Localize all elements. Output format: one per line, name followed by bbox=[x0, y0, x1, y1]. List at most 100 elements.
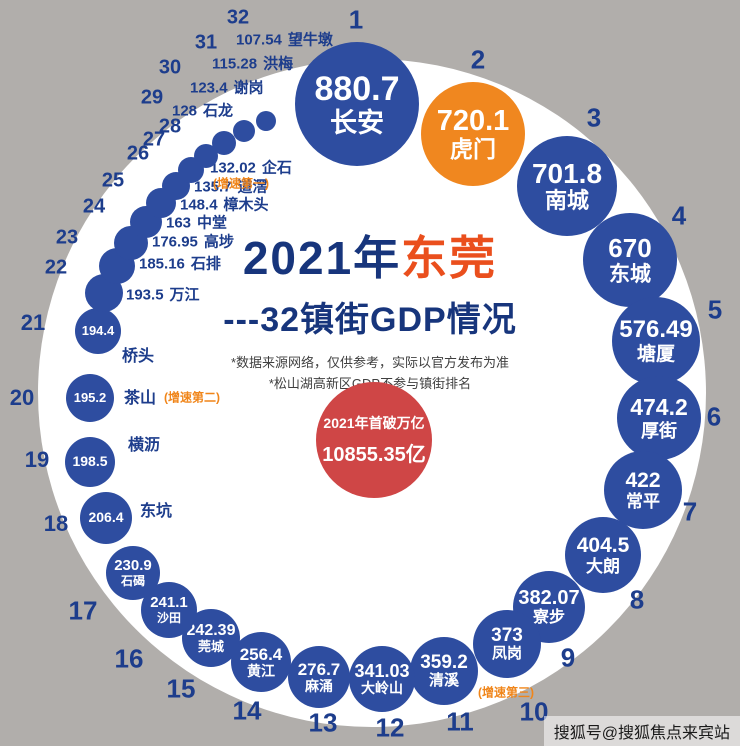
bubble-name: 南城 bbox=[544, 188, 589, 214]
bubble-value: 230.9 bbox=[114, 556, 152, 574]
bubble-value: 163 bbox=[166, 214, 192, 232]
town-bubble-10: 373 凤岗 bbox=[473, 610, 541, 678]
bubble-value: 720.1 bbox=[436, 104, 510, 137]
bubble-name: 大岭山 bbox=[361, 680, 403, 697]
town-bubble-8: 404.5 大朗 bbox=[565, 517, 641, 593]
town-bubble-3: 701.8 南城 bbox=[517, 136, 617, 236]
rank-number-4: 4 bbox=[671, 200, 687, 231]
title-year: 2021年 bbox=[242, 232, 402, 284]
total-gdp-badge: 2021年首破万亿 10855.35亿 bbox=[316, 382, 432, 498]
rank-number-28: 28 bbox=[158, 115, 182, 138]
bubble-name: 黄江 bbox=[247, 662, 275, 679]
bubble-label: 163 中堂 bbox=[166, 212, 227, 233]
town-bubble-13: 276.7 麻涌 bbox=[288, 646, 350, 708]
bubble-name: 中堂 bbox=[197, 214, 228, 232]
rank-number-11: 11 bbox=[446, 706, 474, 737]
bubble-label: 193.5 万江 bbox=[126, 284, 200, 305]
rank-number-17: 17 bbox=[68, 595, 98, 626]
rank-number-10: 10 bbox=[519, 696, 549, 727]
bubble-name: 寮步 bbox=[532, 609, 565, 627]
bubble-value: 123.4 bbox=[190, 79, 228, 97]
bubble-name: 道滘 bbox=[237, 178, 268, 196]
rank-number-20: 20 bbox=[9, 385, 35, 410]
rank-number-2: 2 bbox=[470, 44, 486, 75]
bubble-name-label: 茶山 bbox=[124, 390, 157, 407]
bubble-name: 清溪 bbox=[428, 672, 459, 690]
bubble-name: 石龙 bbox=[203, 102, 234, 120]
town-bubble-11: 359.2 清溪 bbox=[410, 637, 478, 705]
bubble-name: 石碣 bbox=[120, 573, 145, 588]
rank-number-31: 31 bbox=[194, 31, 218, 54]
bubble-value: 194.4 bbox=[81, 322, 115, 338]
bubble-value: 132.02 bbox=[210, 159, 256, 177]
bubble-value: 195.2 bbox=[73, 389, 107, 405]
bubble-value: 198.5 bbox=[72, 453, 108, 470]
chart-title: 2021年东莞 bbox=[140, 222, 600, 288]
bubble-value: 193.5 bbox=[126, 286, 164, 304]
chart-subtitle: ---32镇街GDP情况 bbox=[223, 301, 517, 339]
growth-note-10: (增速第三) bbox=[478, 685, 534, 700]
bubble-name-label: 东坑 bbox=[140, 503, 173, 520]
town-bubble-16: 241.1 沙田 bbox=[141, 582, 197, 638]
bubble-name: 东城 bbox=[609, 262, 651, 286]
bubble-name: 厚街 bbox=[641, 420, 677, 441]
bubble-label: 115.28 洪梅 bbox=[212, 53, 293, 74]
rank-number-19: 19 bbox=[24, 447, 50, 472]
rank-number-29: 29 bbox=[140, 86, 164, 109]
bubble-name: 万江 bbox=[169, 286, 200, 304]
bubble-name: 麻涌 bbox=[305, 677, 333, 694]
bubble-label: 176.95 高埗 bbox=[152, 231, 234, 252]
town-bubble-32 bbox=[256, 111, 276, 131]
town-bubble-20: 195.2 bbox=[66, 374, 114, 422]
bubble-label: 135.7 道滘 bbox=[194, 176, 268, 197]
bubble-name: 洪梅 bbox=[263, 55, 294, 73]
rank-number-7: 7 bbox=[682, 496, 698, 527]
bubble-value: 276.7 bbox=[297, 659, 341, 679]
bubble-name: 莞城 bbox=[197, 638, 224, 654]
bubble-value: 474.2 bbox=[630, 394, 688, 421]
bubble-label: 128 石龙 bbox=[172, 100, 233, 121]
bubble-label: 148.4 樟木头 bbox=[180, 194, 269, 215]
bubble-name-label: 桥头 bbox=[122, 348, 155, 365]
bubble-value: 256.4 bbox=[239, 644, 283, 664]
town-bubble-21: 194.4 bbox=[75, 308, 121, 354]
bubble-name: 樟木头 bbox=[223, 196, 269, 214]
rank-number-16: 16 bbox=[114, 643, 144, 674]
bubble-name: 虎门 bbox=[450, 136, 496, 163]
rank-number-23: 23 bbox=[55, 226, 79, 249]
bubble-value: 880.7 bbox=[314, 69, 400, 108]
watermark: 搜狐号@搜狐焦点来宾站 bbox=[543, 716, 740, 746]
rank-number-1: 1 bbox=[348, 4, 364, 35]
bubble-value: 128 bbox=[172, 102, 198, 120]
bubble-value: 404.5 bbox=[576, 533, 630, 557]
bubble-name: 塘厦 bbox=[636, 343, 675, 365]
town-bubble-6: 474.2 厚街 bbox=[617, 376, 701, 460]
town-bubble-2: 720.1 虎门 bbox=[421, 82, 525, 186]
rank-number-18: 18 bbox=[43, 511, 69, 536]
bubble-name: 沙田 bbox=[156, 610, 181, 625]
town-bubble-19: 198.5 bbox=[65, 437, 115, 487]
badge-total-value: 10855.35亿 bbox=[322, 444, 426, 466]
bubble-name: 常平 bbox=[626, 492, 660, 512]
title-city: 东莞 bbox=[401, 232, 498, 284]
bubble-value: 115.28 bbox=[212, 55, 258, 73]
bubble-value: 576.49 bbox=[619, 315, 693, 343]
rank-number-26: 26 bbox=[126, 142, 150, 165]
town-bubble-1: 880.7 长安 bbox=[295, 42, 419, 166]
bubble-value: 176.95 bbox=[152, 233, 198, 251]
rank-number-27: 27 bbox=[142, 128, 166, 151]
bubble-value: 241.1 bbox=[150, 593, 188, 611]
town-bubble-7: 422 常平 bbox=[604, 451, 682, 529]
bubble-label: 123.4 谢岗 bbox=[190, 77, 264, 98]
badge-caption: 2021年首破万亿 bbox=[323, 415, 425, 431]
bubble-name: 高埗 bbox=[203, 233, 234, 251]
bubble-value: 135.7 bbox=[194, 178, 232, 196]
bubble-value: 422 bbox=[625, 468, 661, 492]
town-bubble-14: 256.4 黄江 bbox=[231, 632, 291, 692]
bubble-value: 670 bbox=[608, 232, 652, 263]
bubble-label: 107.54 望牛墩 bbox=[236, 29, 333, 50]
rank-number-9: 9 bbox=[560, 642, 576, 673]
rank-number-21: 21 bbox=[20, 310, 46, 335]
bubble-name: 谢岗 bbox=[233, 79, 264, 97]
